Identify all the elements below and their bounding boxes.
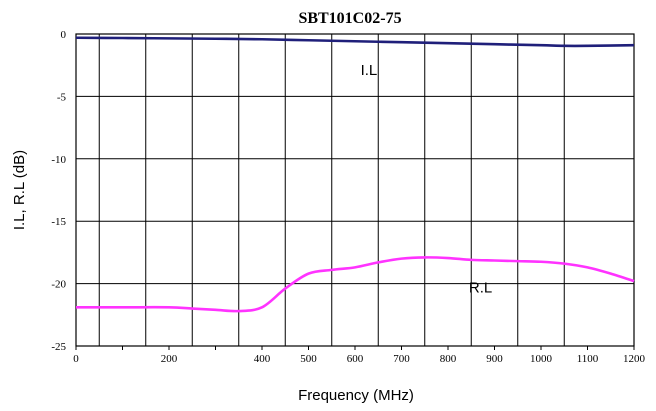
- annotation-label: I.L: [361, 62, 378, 79]
- series-line-r-l: [75, 256, 635, 313]
- y-tick-label: -5: [57, 91, 67, 103]
- series-group: [75, 36, 635, 313]
- y-tick-label: 0: [61, 29, 67, 41]
- x-tick-label: 200: [161, 353, 178, 365]
- series-line-i-l: [75, 36, 635, 48]
- annotations: I.L R.L: [361, 62, 493, 296]
- x-axis-ticks: 0 200 400 500 600 700 800 900 1000 1100 1200: [73, 346, 646, 365]
- x-tick-label: 800: [440, 353, 457, 365]
- x-tick-label: 1000: [530, 353, 553, 365]
- x-tick-label: 600: [347, 353, 364, 365]
- x-tick-label: 500: [300, 353, 317, 365]
- x-axis-label: Frequency (MHz): [298, 387, 414, 404]
- x-tick-label: 400: [254, 353, 271, 365]
- plot-frame: [75, 33, 635, 347]
- x-tick-label: 700: [393, 353, 410, 365]
- x-tick-label: 1100: [577, 353, 599, 365]
- y-axis-ticks: 0 -5 -10 -15 -20 -25: [51, 29, 66, 353]
- grid: [75, 33, 635, 347]
- chart-title: SBT101C02-75: [298, 10, 401, 27]
- y-tick-label: -20: [51, 279, 66, 291]
- y-tick-label: -10: [51, 154, 66, 166]
- annotation-label: R.L: [469, 279, 492, 296]
- x-tick-label: 0: [73, 353, 79, 365]
- x-tick-label: 900: [486, 353, 503, 365]
- y-axis-label: I.L, R.L (dB): [11, 150, 28, 230]
- y-tick-label: -15: [51, 216, 66, 228]
- y-tick-label: -25: [51, 341, 66, 353]
- x-tick-label: 1200: [623, 353, 646, 365]
